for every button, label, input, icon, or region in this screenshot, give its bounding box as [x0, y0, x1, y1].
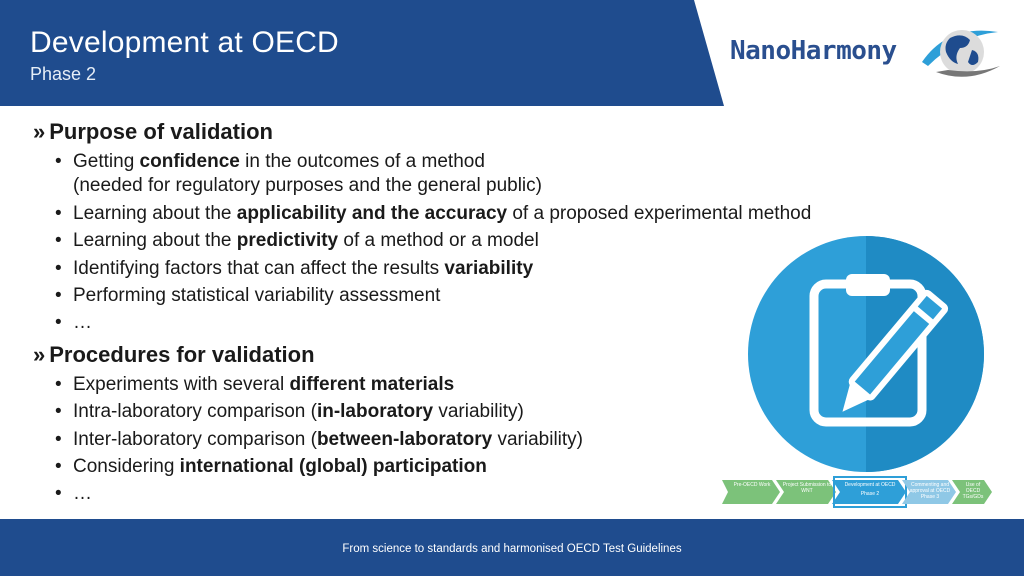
list-item: Learning about the predictivity of a met…	[55, 227, 893, 255]
list-item: Experiments with several different mater…	[55, 371, 893, 399]
list-item: Learning about the applicability and the…	[55, 200, 893, 228]
slide-content: »Purpose of validation Getting confidenc…	[33, 118, 893, 512]
flow-step-pre-oecd: Pre-OECD Work	[733, 482, 771, 488]
list-item: Considering international (global) parti…	[55, 453, 893, 481]
section-purpose: »Purpose of validation Getting confidenc…	[33, 118, 893, 337]
brand-name: NanoHarmony	[730, 36, 897, 66]
slide-title: Development at OECD	[30, 26, 339, 59]
section-title: » Procedures for validation	[33, 341, 315, 367]
slide-footer: From science to standards and harmonised…	[0, 519, 1024, 576]
footer-text: From science to standards and harmonised…	[342, 543, 682, 555]
clipboard-pencil-icon	[748, 236, 984, 472]
slide-subtitle: Phase 2	[30, 64, 97, 84]
header-band	[0, 0, 724, 106]
list-item: …	[55, 309, 893, 337]
list-item: Inter-laboratory comparison (between-lab…	[55, 426, 893, 454]
section-title: » Purpose of validation	[33, 119, 273, 144]
globe-logo-icon	[922, 30, 1000, 77]
list-item: Getting confidence in the outcomes of a …	[55, 148, 893, 200]
flow-step-development: Development at OECD Phase 2	[844, 482, 896, 497]
flow-chevrons	[722, 476, 992, 508]
list-item: Performing statistical variability asses…	[55, 282, 893, 310]
bullet-list: Getting confidence in the outcomes of a …	[33, 148, 893, 337]
list-item: …	[55, 480, 893, 508]
slide-header: Development at OECD Phase 2 NanoHarmony	[0, 0, 1024, 106]
flow-step-use: Use of OECD TGs/GDs	[962, 482, 984, 500]
flow-step-commenting: Commenting and approval at OECD Phase 3	[909, 482, 951, 500]
list-item: Intra-laboratory comparison (in-laborato…	[55, 398, 893, 426]
section-procedures: »Procedures for validation Experiments w…	[33, 341, 893, 508]
bullet-list: Experiments with several different mater…	[33, 371, 893, 508]
list-item: Identifying factors that can affect the …	[55, 255, 893, 283]
flow-step-submission: Project Submission to WNT	[782, 482, 832, 494]
